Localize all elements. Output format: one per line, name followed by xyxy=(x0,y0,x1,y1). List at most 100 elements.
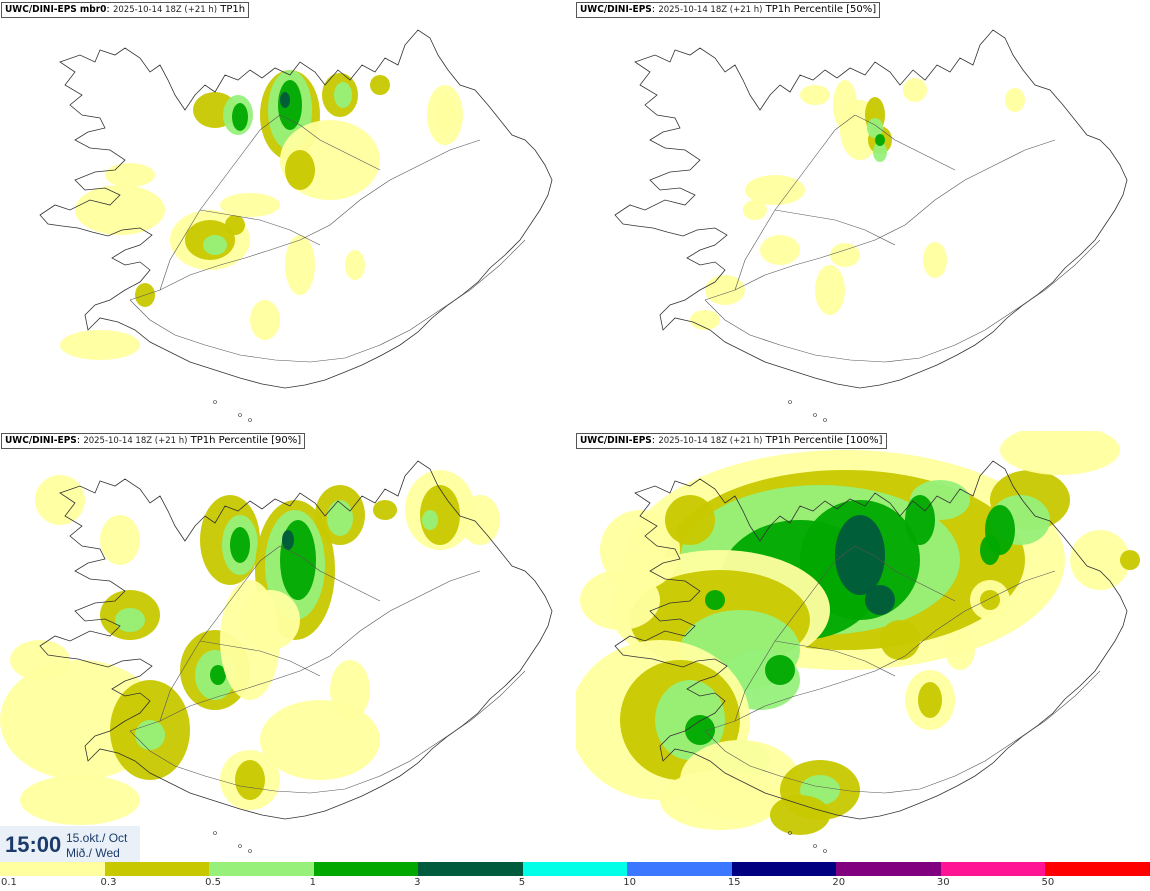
island xyxy=(238,413,242,417)
precip-area xyxy=(705,275,745,305)
precip-area xyxy=(923,242,947,278)
run-time: 2025-10-14 18Z (+21 h) xyxy=(658,436,763,446)
precipitation-map xyxy=(575,431,1140,853)
precip-area xyxy=(980,535,1000,565)
island xyxy=(213,831,217,835)
precip-area xyxy=(580,570,660,630)
coastline xyxy=(39,460,553,820)
road-line xyxy=(734,114,856,291)
panel-divider xyxy=(575,0,576,862)
precip-area xyxy=(75,185,165,235)
scale-swatch xyxy=(731,862,837,876)
variable-name: TP1h Percentile [50%] xyxy=(765,4,877,15)
road-line xyxy=(774,640,896,677)
island xyxy=(213,400,217,404)
panel-title: UWC/DINI-EPS: 2025-10-14 18Z (+21 h) TP1… xyxy=(1,433,306,449)
precip-area xyxy=(765,655,795,685)
road-line xyxy=(704,239,1101,363)
panel-title: UWC/DINI-EPS: 2025-10-14 18Z (+21 h) TP1… xyxy=(576,433,887,449)
color-scale-labels: 0.1 0.3 0.5 1 3 5 10 15 20 30 50 xyxy=(0,876,1150,891)
road-line xyxy=(199,640,321,677)
run-time: 2025-10-14 18Z (+21 h) xyxy=(112,5,218,15)
precip-area xyxy=(282,530,294,550)
island xyxy=(238,844,242,848)
precip-area xyxy=(260,700,380,780)
scale-swatch xyxy=(627,862,733,876)
title-separator: : xyxy=(651,435,659,446)
scale-label: 0.3 xyxy=(100,877,117,888)
road-line xyxy=(704,670,1101,794)
model-name: UWC/DINI-EPS xyxy=(5,435,77,446)
precip-area xyxy=(918,682,942,718)
scale-label: 0.1 xyxy=(1,877,17,888)
map-panel-4: UWC/DINI-EPS: 2025-10-14 18Z (+21 h) TP1… xyxy=(575,431,1150,862)
precipitation-map xyxy=(614,29,1128,422)
precip-area xyxy=(873,142,887,162)
precip-area xyxy=(225,215,245,235)
precip-area xyxy=(690,310,720,330)
scale-swatch xyxy=(104,862,210,876)
road-line xyxy=(704,570,1056,732)
precip-area xyxy=(285,235,315,295)
precip-area xyxy=(1120,550,1140,570)
scale-label: 20 xyxy=(832,877,846,888)
precipitation-field xyxy=(60,70,463,360)
precip-area xyxy=(460,495,500,545)
precip-area xyxy=(280,92,290,108)
title-separator: : xyxy=(106,4,113,15)
island xyxy=(788,831,792,835)
road-line xyxy=(159,545,281,722)
scale-swatch xyxy=(1045,862,1150,876)
island xyxy=(248,418,252,422)
map-panel-1: UWC/DINI-EPS mbr0: 2025-10-14 18Z (+21 h… xyxy=(0,0,575,430)
run-time: 2025-10-14 18Z (+21 h) xyxy=(83,436,188,446)
precip-area xyxy=(250,300,280,340)
scale-swatch xyxy=(836,862,942,876)
precip-area xyxy=(800,85,830,105)
variable-name: TP1h Percentile [100%] xyxy=(765,435,883,446)
precip-area xyxy=(880,620,920,660)
precip-area xyxy=(743,200,767,220)
model-name: UWC/DINI-EPS mbr0 xyxy=(5,4,107,15)
valid-weekday: Mið./ Wed xyxy=(66,846,120,860)
precip-area xyxy=(345,250,365,280)
precip-area xyxy=(35,475,85,525)
scale-swatch xyxy=(209,862,315,876)
scale-label: 15 xyxy=(727,877,741,888)
road-line xyxy=(854,114,956,171)
panel-title: UWC/DINI-EPS mbr0: 2025-10-14 18Z (+21 h… xyxy=(1,2,250,18)
road-line xyxy=(774,209,896,246)
coastline xyxy=(39,29,553,389)
precip-area xyxy=(835,515,885,595)
precip-area xyxy=(203,235,227,255)
precip-area xyxy=(422,510,438,530)
precip-area xyxy=(10,640,70,680)
road-line xyxy=(279,114,381,171)
precip-area xyxy=(665,495,715,545)
road-line xyxy=(854,545,956,602)
precip-area xyxy=(745,175,805,205)
precip-area xyxy=(705,590,725,610)
road-line xyxy=(279,545,381,602)
road-line xyxy=(734,545,856,722)
precip-area xyxy=(232,103,248,131)
precipitation-map xyxy=(0,460,553,853)
title-separator: : xyxy=(651,4,659,15)
precip-area xyxy=(285,150,315,190)
island xyxy=(248,849,252,853)
scale-label: 3 xyxy=(414,877,421,888)
precip-area xyxy=(685,715,715,745)
scale-swatch xyxy=(313,862,419,876)
precip-area xyxy=(830,243,860,267)
precip-area xyxy=(220,193,280,217)
road-line xyxy=(129,139,481,301)
island xyxy=(823,418,827,422)
scale-swatch xyxy=(940,862,1046,876)
precipitation-field xyxy=(0,470,500,825)
scale-label: 50 xyxy=(1041,877,1055,888)
precip-area xyxy=(135,720,165,750)
precip-area xyxy=(1000,431,1120,475)
map-panel-2: UWC/DINI-EPS: 2025-10-14 18Z (+21 h) TP1… xyxy=(575,0,1150,430)
island xyxy=(788,400,792,404)
precip-area xyxy=(100,515,140,565)
